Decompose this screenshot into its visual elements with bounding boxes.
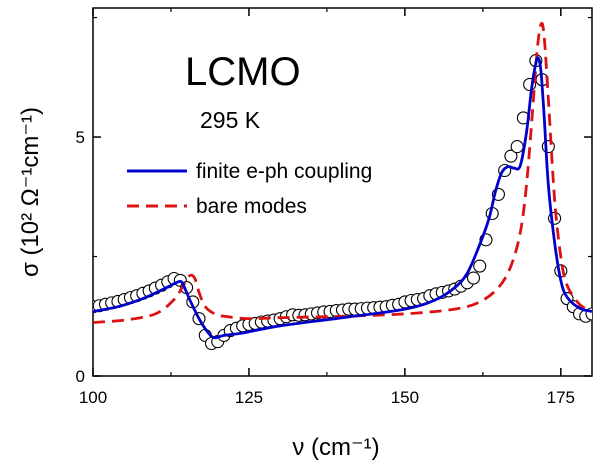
data-point-measured (504, 149, 518, 163)
annotation-temperature: 295 K (200, 107, 261, 133)
data-point-measured (466, 271, 481, 285)
legend-label-dashed: bare modes (196, 195, 307, 218)
y-tick-label: 5 (76, 128, 85, 147)
legend: finite e-ph coupling bare modes (127, 160, 372, 218)
series-line-bare-modes (93, 21, 592, 324)
x-axis-label: ν (cm⁻¹) (292, 434, 379, 461)
x-tick-label: 175 (547, 388, 575, 407)
x-tick-label: 150 (391, 388, 419, 407)
axis-ticks: 100 125 150 175 0 5 (76, 8, 592, 407)
x-tick-label: 125 (235, 388, 263, 407)
annotation-sample: LCMO (185, 50, 301, 94)
x-tick-label: 100 (79, 388, 107, 407)
data-point-measured (473, 259, 487, 273)
legend-label-solid: finite e-ph coupling (196, 160, 372, 183)
data-point-measured (541, 140, 555, 154)
series-layer (93, 21, 592, 351)
y-axis-label: σ (10² Ω⁻¹cm⁻¹) (17, 107, 44, 277)
series-line-finite-eph-coupling (93, 56, 592, 340)
plot-frame (92, 7, 593, 377)
y-tick-label: 0 (76, 367, 85, 386)
data-point-measured (510, 140, 524, 154)
